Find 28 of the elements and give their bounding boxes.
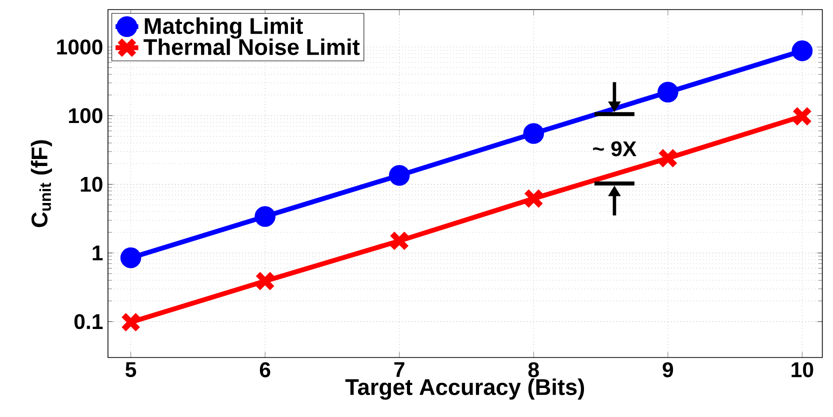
y-tick-label: 0.1 bbox=[74, 314, 103, 330]
legend-label: Thermal Noise Limit bbox=[144, 38, 360, 56]
point bbox=[658, 82, 678, 103]
point bbox=[792, 106, 812, 126]
point bbox=[120, 248, 142, 268]
x-tick-label: 6 bbox=[260, 362, 270, 378]
y-axis-title: C$_{unit}$ (fF) bbox=[30, 140, 52, 228]
x-tick-label: 9 bbox=[662, 362, 674, 378]
legend-label: Matching Limit bbox=[144, 18, 303, 39]
point bbox=[254, 206, 276, 227]
annotation: ~ 9X bbox=[593, 141, 636, 156]
point bbox=[389, 230, 410, 252]
x-axis-title: Target Accuracy (Bits) bbox=[345, 378, 584, 400]
y-tick-label: 100 bbox=[69, 108, 102, 124]
point bbox=[524, 188, 544, 209]
y-tick-label: 1 bbox=[92, 246, 103, 260]
point bbox=[658, 148, 678, 168]
x-tick-label: 8 bbox=[528, 362, 539, 378]
point bbox=[523, 123, 544, 144]
point bbox=[792, 40, 813, 62]
x-tick-label: 5 bbox=[126, 362, 136, 378]
point bbox=[120, 312, 141, 332]
point bbox=[388, 165, 410, 186]
x-tick-label: 7 bbox=[394, 362, 404, 377]
point bbox=[255, 271, 276, 292]
x-tick-label: 10 bbox=[792, 362, 814, 378]
y-tick-label: 10 bbox=[80, 176, 102, 192]
y-tick-label: 1000 bbox=[57, 40, 102, 55]
